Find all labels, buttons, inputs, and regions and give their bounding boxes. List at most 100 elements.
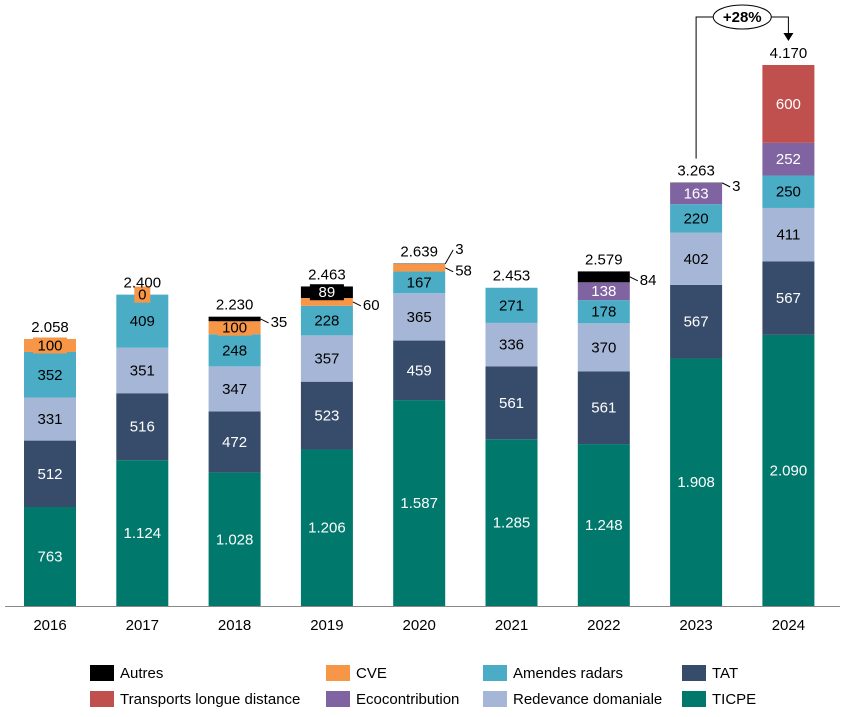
- bar-segment: [670, 284, 723, 359]
- data-label: 250: [776, 184, 801, 201]
- legend-label: TICPE: [712, 691, 756, 708]
- x-tick-label: 2024: [772, 617, 805, 634]
- bar-segment: [116, 393, 169, 461]
- data-label: 370: [591, 339, 616, 356]
- bar-segment: [300, 449, 353, 606]
- data-label: 138: [591, 283, 616, 300]
- annotation-bubble: [712, 4, 772, 30]
- leader-line: [444, 249, 454, 265]
- data-label: 163: [684, 186, 709, 203]
- bar-segment: [300, 381, 353, 450]
- bar-segment: [577, 371, 630, 445]
- data-label: 567: [684, 314, 709, 331]
- data-label: 58: [455, 263, 472, 280]
- x-tick-label: 2019: [310, 617, 343, 634]
- bar-segment: [300, 335, 353, 382]
- data-label: 89: [319, 284, 336, 301]
- legend-swatch: [326, 665, 350, 681]
- total-label: 2.639: [400, 244, 438, 261]
- x-tick-label: 2018: [218, 617, 251, 634]
- data-label: 35: [271, 314, 288, 331]
- bar-segment: [485, 366, 538, 440]
- legend-label: Amendes radars: [513, 665, 623, 682]
- label-box: [309, 284, 344, 301]
- data-label: 409: [130, 313, 155, 330]
- leader-line: [444, 267, 454, 273]
- data-label: 352: [37, 367, 62, 384]
- bar-segment: [393, 400, 446, 606]
- label-box: [134, 286, 151, 303]
- data-label: 248: [222, 342, 247, 359]
- bar-segment: [577, 323, 630, 372]
- label-box: [33, 337, 67, 354]
- data-label: 357: [314, 350, 339, 367]
- bar-segment: [208, 472, 261, 606]
- legend-swatch: [682, 691, 706, 707]
- data-label: 3: [455, 241, 463, 258]
- leader-line: [352, 301, 362, 307]
- bar-segment: [670, 358, 723, 606]
- bar-segment: [762, 261, 815, 335]
- bar-segment: [208, 334, 261, 367]
- data-label: 459: [407, 362, 432, 379]
- bar-segment: [762, 207, 815, 262]
- bar-segment: [208, 366, 261, 412]
- legend-label: Ecocontribution: [356, 691, 459, 708]
- data-label: 411: [776, 227, 800, 244]
- data-label: 3: [732, 178, 740, 195]
- bar-segment: [762, 334, 815, 606]
- data-label: 336: [499, 337, 524, 354]
- data-label: 472: [222, 434, 247, 451]
- total-label: 2.453: [493, 268, 531, 285]
- bar-segment: [577, 444, 630, 606]
- bar-segment: [485, 322, 538, 367]
- bar-segment: [577, 271, 630, 283]
- data-label: 178: [591, 304, 616, 321]
- data-label: 365: [407, 309, 432, 326]
- bar-segment: [208, 411, 261, 473]
- data-label: 1.285: [493, 515, 531, 532]
- data-label: 331: [37, 411, 62, 428]
- data-label: 84: [640, 272, 657, 289]
- x-tick-label: 2022: [587, 617, 620, 634]
- legend-label: CVE: [356, 665, 387, 682]
- data-label: 252: [776, 151, 801, 168]
- total-label: 2.230: [216, 297, 254, 314]
- total-label: 2.463: [308, 266, 346, 283]
- data-label: 512: [37, 466, 62, 483]
- legend-swatch: [90, 691, 114, 707]
- legend-swatch: [682, 665, 706, 681]
- bar-segment: [393, 340, 446, 401]
- data-label: 567: [776, 290, 801, 307]
- bar-segment: [116, 347, 169, 394]
- data-label: 1.028: [216, 531, 254, 548]
- bar-segment: [762, 175, 815, 208]
- data-label: 60: [363, 297, 380, 314]
- legend-swatch: [326, 691, 350, 707]
- bar-segment: [116, 460, 169, 606]
- legend-swatch: [483, 665, 507, 681]
- data-label: 600: [776, 96, 801, 113]
- bar-segment: [393, 293, 446, 341]
- bar-segment: [24, 440, 76, 508]
- bar-segment: [577, 300, 630, 324]
- bar-segment: [300, 298, 353, 306]
- data-label: 1.248: [585, 517, 623, 534]
- data-label: 271: [499, 297, 524, 314]
- bar-segment: [208, 316, 261, 322]
- x-tick-label: 2017: [126, 617, 159, 634]
- bar-segment: [670, 204, 723, 233]
- label-box: [217, 319, 252, 336]
- data-label: 1.587: [400, 495, 438, 512]
- data-label: 228: [314, 313, 339, 330]
- x-tick-label: 2021: [495, 617, 528, 634]
- legend-label: Redevance domaniale: [513, 691, 662, 708]
- bar-segment: [485, 287, 538, 323]
- bar-segment: [670, 183, 723, 205]
- annotation: +28%: [723, 9, 762, 26]
- data-label: 561: [499, 395, 524, 412]
- data-label: 100: [37, 337, 62, 354]
- legend-label: Transports longue distance: [120, 691, 300, 708]
- annotation-arrow: [783, 33, 794, 41]
